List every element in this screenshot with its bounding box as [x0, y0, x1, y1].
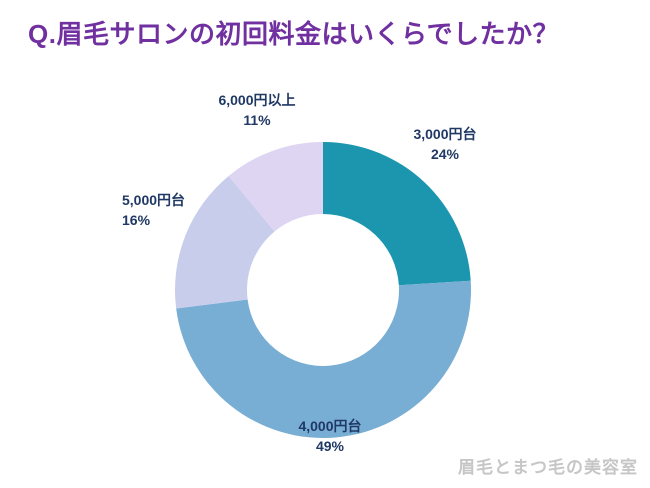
donut-segment	[175, 175, 275, 309]
segment-name: 6,000円以上	[218, 92, 296, 108]
chart-title: Q.眉毛サロンの初回料金はいくらでしたか？	[28, 19, 560, 49]
donut-segment	[228, 142, 323, 232]
segment-percent: 49%	[315, 438, 345, 454]
segment-label-3000: 3,000円台 24%	[395, 124, 495, 164]
segment-percent: 16%	[122, 212, 151, 228]
segment-name: 5,000円台	[122, 192, 186, 208]
donut-segment	[176, 280, 472, 438]
segment-name: 3,000円台	[413, 126, 477, 142]
segment-percent: 24%	[430, 146, 460, 162]
segment-label-6000: 6,000円以上 11%	[197, 90, 317, 130]
segment-name: 4,000円台	[298, 418, 362, 434]
segment-percent: 11%	[243, 112, 271, 128]
donut-segment	[323, 142, 471, 286]
segment-label-5000: 5,000円台 16%	[122, 190, 222, 230]
watermark: 眉毛とまつ毛の美容室	[458, 458, 638, 477]
segment-label-4000: 4,000円台 49%	[280, 416, 380, 456]
